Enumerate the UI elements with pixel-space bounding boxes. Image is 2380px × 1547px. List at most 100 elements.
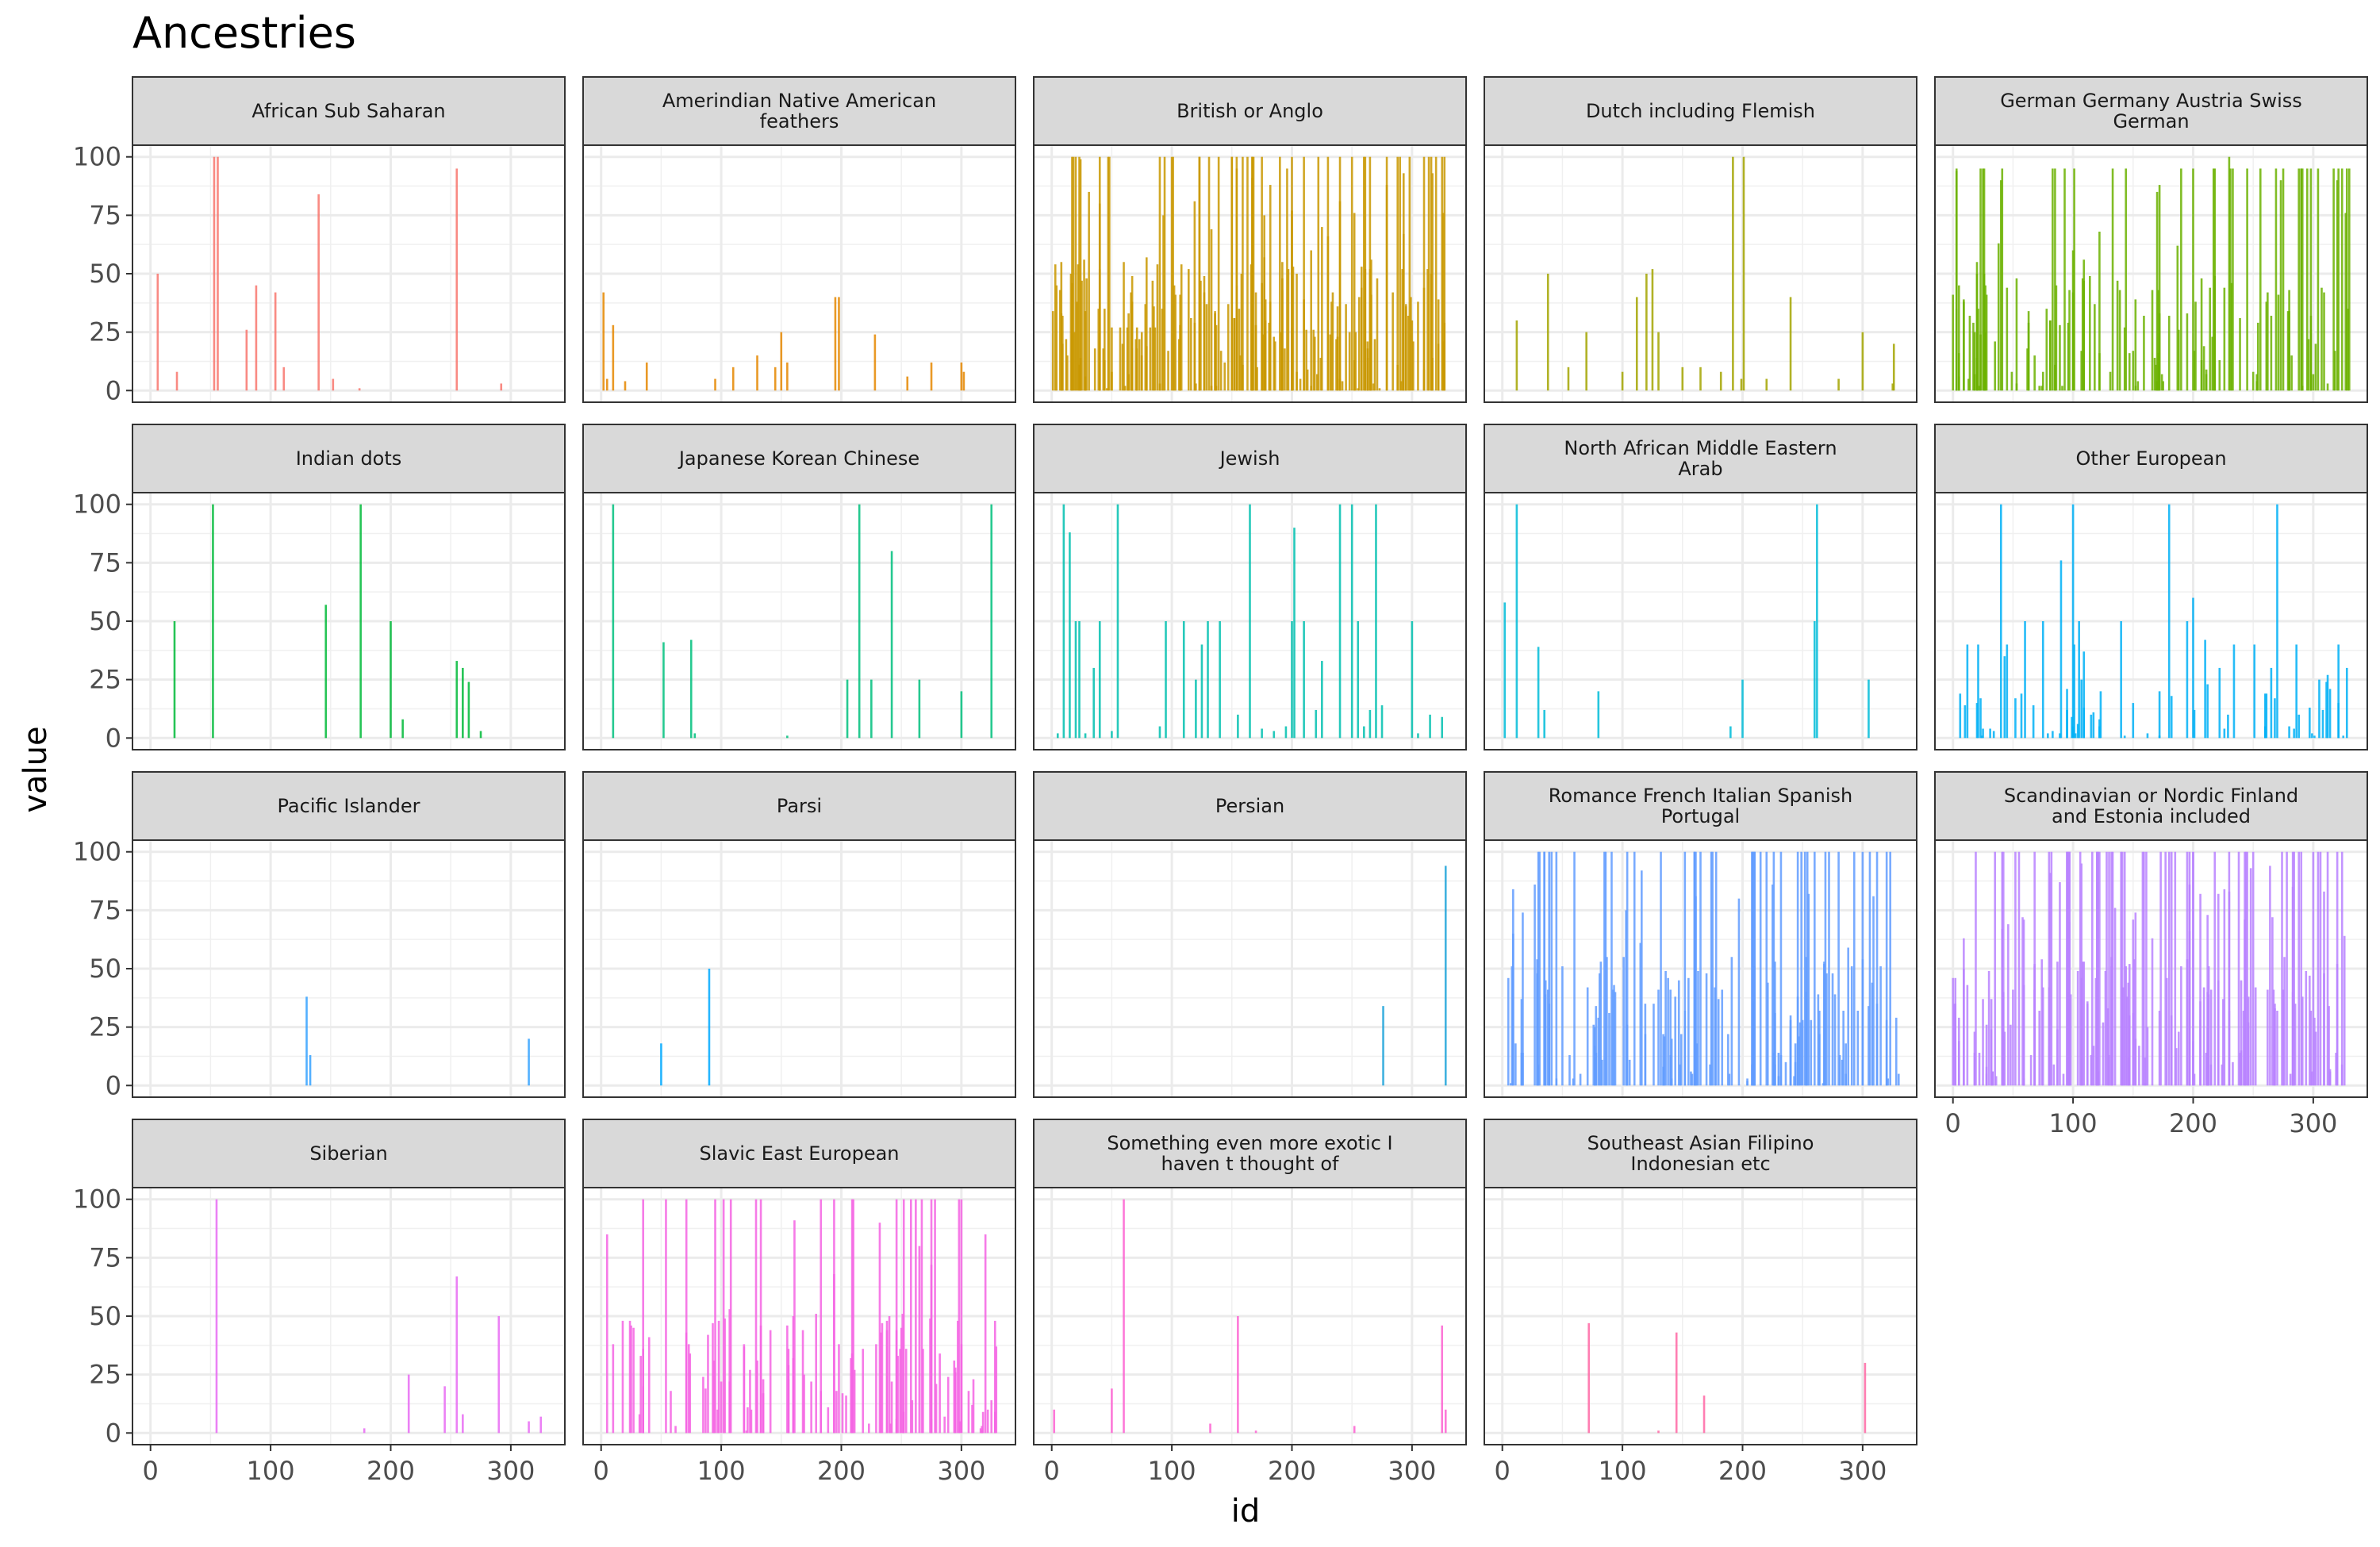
bar bbox=[2090, 1054, 2093, 1086]
bar bbox=[2132, 351, 2135, 391]
bar bbox=[1973, 374, 1976, 391]
bar bbox=[2264, 693, 2267, 739]
bar bbox=[1123, 1199, 1125, 1434]
bar bbox=[2240, 980, 2243, 1086]
bar bbox=[2059, 733, 2061, 739]
bar bbox=[986, 1409, 989, 1434]
bar bbox=[2071, 716, 2073, 739]
y-tick-label: 100 bbox=[73, 1184, 121, 1215]
bar bbox=[401, 719, 404, 739]
bar bbox=[1954, 977, 1957, 1086]
bar bbox=[2128, 353, 2131, 391]
bar bbox=[895, 1199, 898, 1434]
bar bbox=[981, 1430, 983, 1434]
bar bbox=[979, 1428, 982, 1434]
bar bbox=[1315, 374, 1319, 391]
bar bbox=[2143, 316, 2145, 391]
bar bbox=[2309, 707, 2311, 739]
bar bbox=[1372, 383, 1375, 391]
facet-strip-label: Dutch including Flemish bbox=[1586, 100, 1815, 122]
bar bbox=[1261, 334, 1265, 391]
bar bbox=[729, 1199, 732, 1434]
bar bbox=[2134, 912, 2137, 1086]
facet-strip-label: Indonesian etc bbox=[1630, 1153, 1770, 1175]
facet-strip bbox=[1033, 771, 1467, 841]
bar bbox=[939, 1353, 941, 1434]
bar bbox=[1088, 191, 1090, 391]
bar bbox=[1777, 1053, 1780, 1086]
panel-border bbox=[1033, 1187, 1467, 1445]
bar bbox=[639, 1356, 642, 1434]
bar bbox=[2312, 851, 2315, 1086]
bar bbox=[1250, 264, 1253, 391]
x-tick-label: 0 bbox=[1044, 1456, 1060, 1486]
bar bbox=[2186, 313, 2189, 391]
bar bbox=[981, 1426, 983, 1434]
bar bbox=[759, 1199, 762, 1434]
bar bbox=[1246, 156, 1249, 391]
bar bbox=[2272, 989, 2275, 1086]
bar bbox=[2288, 290, 2290, 391]
bar bbox=[2193, 709, 2196, 739]
bar bbox=[2206, 684, 2209, 739]
bar bbox=[1814, 621, 1816, 739]
bar bbox=[1219, 351, 1223, 391]
bar bbox=[833, 1273, 835, 1434]
bar bbox=[1674, 996, 1677, 1086]
bar bbox=[2026, 348, 2029, 391]
facet-panel: Jewish bbox=[1033, 424, 1467, 750]
bar bbox=[332, 378, 335, 391]
bar bbox=[2024, 621, 2026, 739]
bar bbox=[462, 1414, 464, 1434]
bar bbox=[2102, 1022, 2105, 1086]
bar bbox=[2164, 851, 2167, 1086]
bar bbox=[1989, 728, 1991, 739]
bar bbox=[1593, 1046, 1596, 1086]
facet-strip-label: Jewish bbox=[1219, 447, 1280, 470]
bar bbox=[2080, 679, 2082, 739]
bar bbox=[624, 381, 627, 391]
bar bbox=[1824, 851, 1827, 1086]
bar bbox=[1422, 156, 1426, 391]
bar bbox=[1310, 250, 1313, 391]
bar bbox=[803, 1374, 805, 1434]
bar bbox=[1375, 504, 1377, 739]
bar bbox=[929, 1318, 931, 1434]
bar bbox=[1833, 994, 1837, 1086]
bar bbox=[1872, 896, 1875, 1086]
bar bbox=[1885, 1019, 1888, 1086]
bar bbox=[889, 1423, 892, 1434]
bar bbox=[1601, 1059, 1603, 1086]
bar bbox=[1967, 378, 1970, 391]
facet-panel: Dutch including Flemish bbox=[1484, 76, 1917, 403]
bar bbox=[665, 1199, 667, 1434]
bar bbox=[1697, 970, 1699, 1086]
bar bbox=[1401, 269, 1404, 391]
bar bbox=[1254, 324, 1257, 391]
x-tick-label: 100 bbox=[1148, 1456, 1196, 1486]
bar bbox=[455, 1276, 459, 1434]
bar bbox=[1296, 274, 1298, 391]
facet-strip bbox=[132, 771, 566, 841]
bar bbox=[1536, 973, 1538, 1086]
bar bbox=[1321, 661, 1323, 739]
bar bbox=[1751, 851, 1753, 1086]
bar bbox=[1354, 332, 1357, 391]
bar bbox=[1537, 851, 1540, 1086]
bar bbox=[2155, 364, 2157, 391]
bar bbox=[1983, 168, 1986, 391]
bar bbox=[1370, 294, 1372, 391]
bar bbox=[1515, 320, 1518, 391]
bar bbox=[1251, 178, 1253, 391]
bar bbox=[1751, 1064, 1753, 1086]
bar bbox=[2276, 504, 2278, 739]
facet-strip bbox=[132, 1119, 566, 1188]
bar bbox=[1158, 156, 1161, 391]
bar bbox=[793, 1220, 796, 1434]
bar bbox=[612, 324, 615, 391]
bar bbox=[1837, 378, 1840, 391]
bar bbox=[1710, 851, 1713, 1086]
bar bbox=[1146, 257, 1148, 391]
bar bbox=[850, 1353, 854, 1434]
